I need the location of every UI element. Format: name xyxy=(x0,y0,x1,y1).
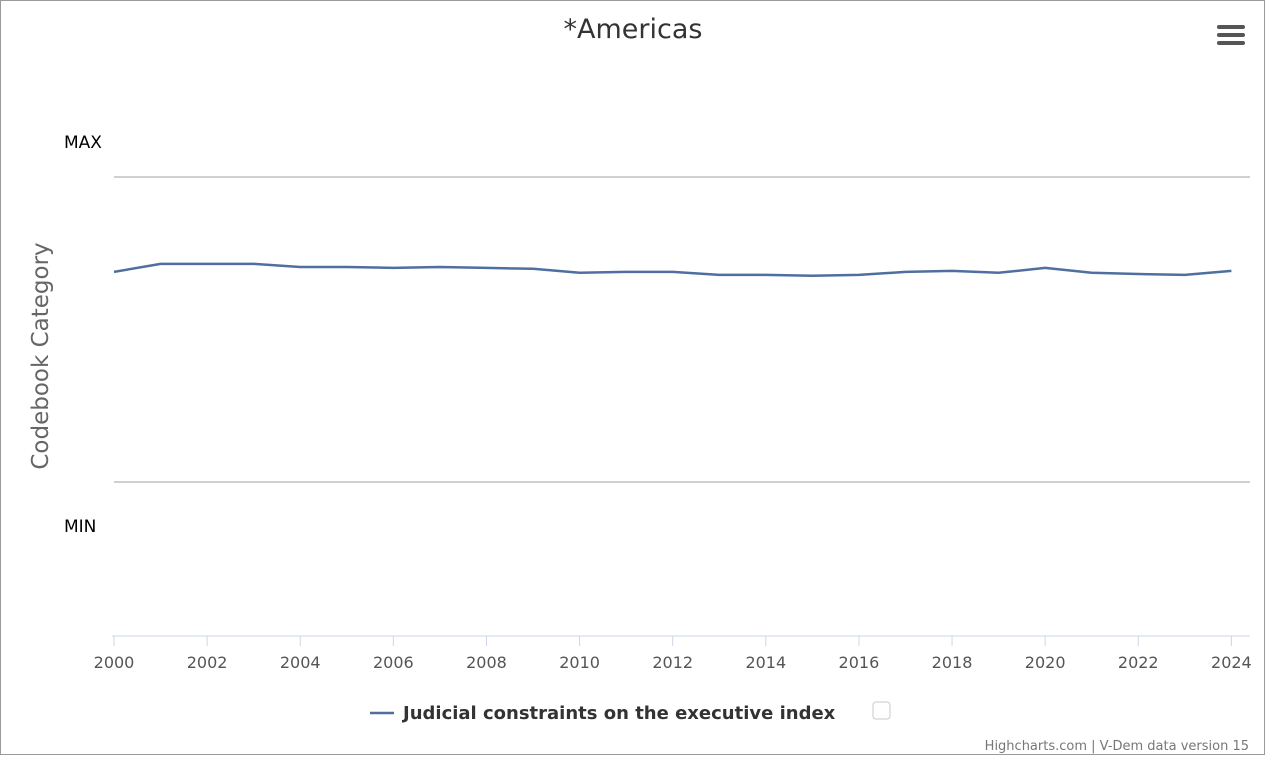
legend-checkbox[interactable] xyxy=(872,701,891,720)
series-line-judicial-constraints xyxy=(113,262,1232,278)
x-tick-label: 2002 xyxy=(187,653,228,672)
hamburger-menu-icon[interactable] xyxy=(1211,19,1249,51)
x-axis-ticks: 2000 2002 2004 2006 2008 2010 2012 2014 2016 2018… xyxy=(94,636,1252,672)
y-axis-label: Codebook Category xyxy=(28,242,54,469)
x-tick-label: 2014 xyxy=(745,653,786,672)
x-tick-label: 2004 xyxy=(280,653,321,672)
x-tick-label: 2000 xyxy=(94,653,135,672)
x-tick-label: 2008 xyxy=(466,653,507,672)
x-tick-label: 2018 xyxy=(932,653,973,672)
legend-label: Judicial constraints on the executive in… xyxy=(401,703,836,724)
x-tick-label: 2006 xyxy=(373,653,414,672)
x-tick-label: 2020 xyxy=(1025,653,1066,672)
x-tick-label: 2024 xyxy=(1211,653,1252,672)
x-tick-label: 2010 xyxy=(559,653,600,672)
y-tick-label-min: MIN xyxy=(64,517,96,537)
y-tick-label-max: MAX xyxy=(64,133,102,153)
credits[interactable]: Highcharts.com | V-Dem data version 15 xyxy=(985,739,1249,754)
chart-title: *Americas xyxy=(564,14,703,45)
x-tick-label: 2022 xyxy=(1118,653,1159,672)
x-tick-label: 2012 xyxy=(652,653,693,672)
x-tick-label: 2016 xyxy=(839,653,880,672)
legend-item[interactable]: Judicial constraints on the executive in… xyxy=(370,701,891,724)
